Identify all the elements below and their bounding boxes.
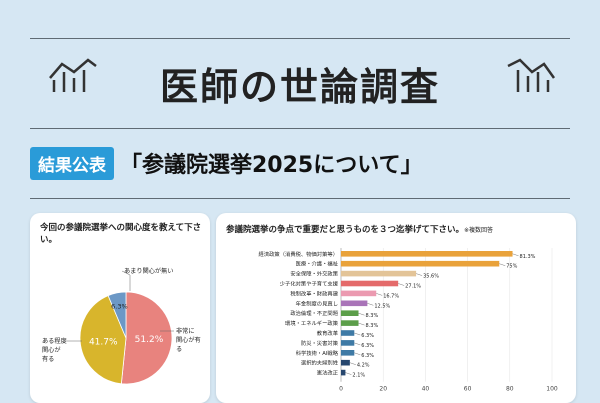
category-label: 年金制度の見直し	[296, 299, 338, 307]
bar-value-label: 16.7%	[383, 293, 399, 299]
bar-chart-note: ※複数回答	[464, 227, 494, 234]
bar	[341, 270, 417, 277]
bar-leader-line	[345, 372, 352, 375]
pie-category-label: ある程度	[42, 337, 67, 345]
category-label: 税制改革・財政再建	[290, 289, 338, 297]
category-label: 医療・介護・福祉	[296, 260, 339, 268]
bar-value-label: 6.3%	[361, 333, 374, 339]
subtitle-text: 「参議院選挙2025について」	[120, 153, 423, 178]
right-chart-icon	[507, 58, 556, 92]
category-label: 憲法改正	[317, 369, 339, 377]
bar-leader-line	[354, 332, 361, 336]
pie-chart-card: 今回の参議院選挙への関心度を教えて下さい。 51.2% 41.7% 6.3% 非常に関…	[30, 213, 210, 403]
bar-leader-line	[367, 303, 374, 306]
left-chart-icon	[49, 58, 97, 92]
pie-category-label: 関心が	[42, 346, 61, 354]
bar	[341, 340, 355, 346]
x-tick-label: 80	[506, 386, 514, 393]
pie-value-label: 41.7%	[89, 337, 118, 347]
category-label: 教育改革	[317, 329, 339, 337]
x-tick-label: 100	[546, 386, 558, 393]
bar	[341, 350, 355, 356]
bar-leader-line	[512, 253, 519, 257]
category-label: 選択的夫婦別姓	[301, 359, 339, 367]
result-badge: 結果公表	[30, 146, 114, 180]
x-tick-label: 20	[379, 386, 387, 393]
pie-category-label: 関心が有	[176, 336, 201, 344]
pie-leader-line	[121, 270, 131, 291]
bar	[341, 359, 350, 366]
x-tick-label: 0	[339, 386, 343, 393]
middle-rule	[30, 128, 570, 129]
bar	[341, 290, 377, 297]
bar-value-label: 12.5%	[374, 303, 390, 309]
pie-value-label: 6.3%	[111, 303, 128, 311]
x-tick-label: 40	[422, 386, 430, 393]
bar	[341, 251, 513, 257]
bar-leader-line	[358, 312, 365, 316]
bar-chart: 0 20 40 60 80 100 経済政策（消費税、物価対策等） 81.3% 医療・介護・福祉…	[259, 248, 558, 393]
category-label: 環境・エネルギー政策	[285, 319, 339, 327]
bar	[341, 330, 355, 336]
pie-chart-title: 今回の参議院選挙への関心度を教えて下さい。	[40, 223, 202, 245]
bar-leader-line	[354, 352, 361, 356]
bar	[341, 300, 368, 307]
pie-category-label: 有る	[42, 355, 54, 363]
pie-value-label: 51.2%	[135, 335, 164, 345]
bar-leader-line	[354, 342, 361, 346]
category-label: 少子化対策や子育て支援	[280, 280, 339, 288]
bar	[341, 320, 359, 326]
pie-slice	[79, 295, 127, 385]
bar-value-label: 35.6%	[423, 274, 439, 280]
pie-category-label: あまり関心が無い	[124, 267, 174, 275]
x-tick-label: 60	[464, 386, 472, 393]
bar-chart-title: 参議院選挙の争点で重要だと思うものを３つ迄挙げて下さい。	[226, 225, 465, 235]
bar	[341, 310, 359, 316]
top-rule	[30, 38, 570, 39]
category-label: 政治倫理・不正問題	[290, 309, 338, 317]
bar-value-label: 2.1%	[352, 373, 365, 379]
bar-value-label: 81.3%	[520, 254, 536, 260]
bar-value-label: 4.2%	[357, 363, 370, 369]
pie-slice	[120, 291, 173, 385]
pie-category-label: る	[176, 346, 182, 353]
bar-chart-title-row: 参議院選挙の争点で重要だと思うものを３つ迄挙げて下さい。※複数回答	[226, 223, 571, 235]
bar-value-label: 27.1%	[405, 284, 421, 290]
bar-leader-line	[416, 273, 423, 276]
bar	[341, 280, 399, 287]
bar	[341, 369, 346, 376]
bar-value-label: 75%	[506, 264, 517, 270]
bar-value-label: 8.3%	[366, 313, 379, 319]
bar-leader-line	[376, 293, 383, 296]
bar-value-label: 6.3%	[361, 343, 374, 349]
pie-slice	[107, 291, 127, 339]
bar	[341, 260, 500, 267]
pie-category-label: 非常に	[176, 327, 195, 335]
bar-leader-line	[358, 322, 365, 326]
bottom-rule	[30, 198, 570, 199]
category-label: 経済政策（消費税、物価対策等）	[259, 250, 338, 258]
bar-value-label: 8.3%	[366, 323, 379, 329]
subtitle-row: 結果公表 「参議院選挙2025について」	[30, 146, 423, 180]
category-label: 防災・災害対策	[301, 339, 339, 347]
bar-leader-line	[398, 283, 405, 286]
bar-leader-line	[499, 263, 506, 266]
bar-value-label: 6.3%	[361, 353, 374, 359]
bar-leader-line	[349, 362, 356, 365]
page-title: 医師の世論調査	[159, 64, 440, 109]
bar-chart-card: 参議院選挙の争点で重要だと思うものを３つ迄挙げて下さい。※複数回答 0 20 40 6…	[216, 213, 576, 403]
category-label: 安全保障・外交政策	[290, 270, 338, 278]
category-label: 科学技術・AI戦略	[296, 349, 339, 357]
